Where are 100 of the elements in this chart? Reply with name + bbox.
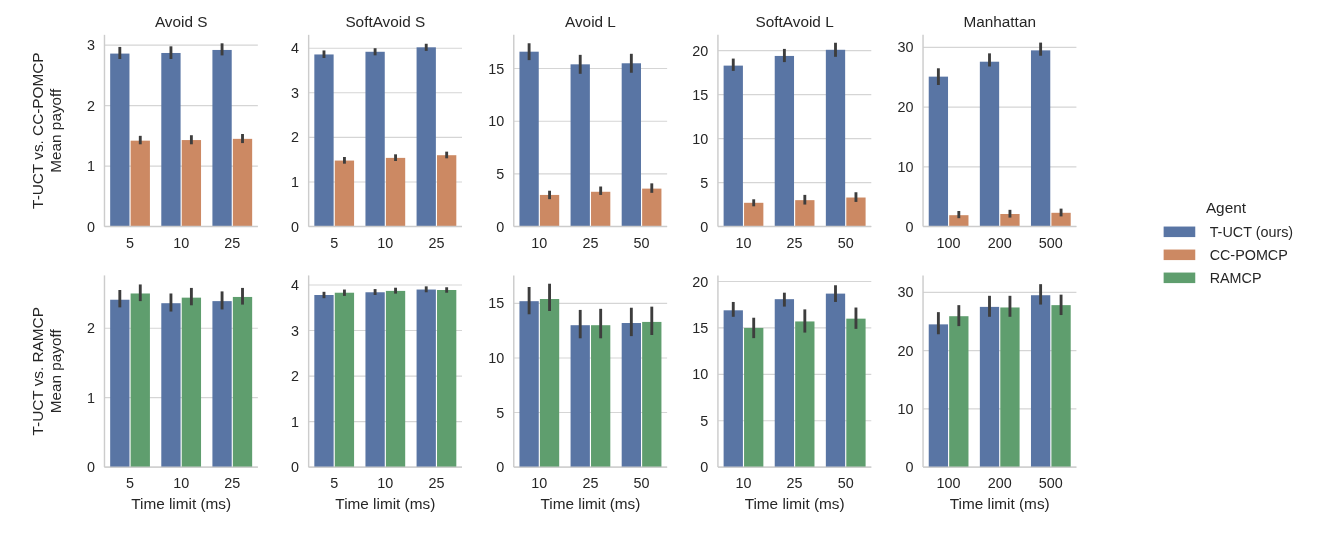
y-tick-label: 3 xyxy=(291,84,300,101)
y-tick-label: 5 xyxy=(700,174,709,191)
y-axis-title: T-UCT vs. RAMCP Mean payoff xyxy=(28,307,64,436)
bar xyxy=(130,140,150,227)
bar xyxy=(519,51,539,227)
x-axis-title: Time limit (ms) xyxy=(540,495,641,513)
y-tick-label: 0 xyxy=(86,459,95,476)
bar xyxy=(825,49,846,227)
bar xyxy=(949,316,969,468)
bar xyxy=(334,160,355,227)
y-tick-label: 3 xyxy=(86,37,95,54)
bar xyxy=(949,215,969,227)
y-tick-label: 10 xyxy=(488,113,505,130)
x-axis-title: Time limit (ms) xyxy=(949,495,1050,513)
y-tick-label: 0 xyxy=(291,459,300,476)
x-tick-label: 500 xyxy=(1038,475,1063,492)
bar xyxy=(232,138,253,227)
bar xyxy=(621,63,641,227)
bar xyxy=(795,200,815,227)
bar xyxy=(591,325,611,468)
x-tick-label: 500 xyxy=(1038,234,1063,251)
bar xyxy=(181,140,202,227)
x-tick-label: 25 xyxy=(428,234,445,251)
x-tick-label: 50 xyxy=(633,234,650,251)
y-tick-label: 15 xyxy=(692,319,709,336)
bar xyxy=(846,318,866,468)
bar xyxy=(1030,295,1051,468)
bar xyxy=(110,53,130,227)
x-tick-label: 10 xyxy=(531,234,548,251)
y-tick-label: 5 xyxy=(700,412,709,429)
y-tick-label: 2 xyxy=(86,97,95,114)
bar xyxy=(846,197,866,227)
chart-title: Avoid L xyxy=(565,13,617,31)
y-tick-label: 10 xyxy=(692,130,709,147)
bar xyxy=(570,64,590,227)
bar xyxy=(591,191,611,227)
bar xyxy=(212,49,232,227)
x-tick-label: 100 xyxy=(936,234,961,251)
y-tick-label: 10 xyxy=(897,400,914,417)
bar xyxy=(1051,305,1071,468)
y-tick-label: 20 xyxy=(897,99,914,116)
y-tick-label: 0 xyxy=(905,459,914,476)
y-tick-label: 0 xyxy=(496,218,505,235)
chart-title: Avoid S xyxy=(154,13,208,31)
y-tick-label: 0 xyxy=(291,218,300,235)
x-tick-label: 25 xyxy=(786,475,803,492)
bar xyxy=(1000,307,1020,468)
legend-label: CC-POMCP xyxy=(1209,247,1288,264)
bar xyxy=(928,76,949,227)
x-tick-label: 25 xyxy=(786,234,803,251)
y-tick-label: 20 xyxy=(692,42,709,59)
y-axis-title: T-UCT vs. CC-POMCP Mean payoff xyxy=(28,52,64,209)
legend-label: RAMCP xyxy=(1209,270,1262,287)
bar xyxy=(365,51,385,227)
bar xyxy=(539,299,560,468)
y-tick-label: 1 xyxy=(291,413,300,430)
y-tick-label: 10 xyxy=(488,349,505,366)
bar xyxy=(774,55,795,227)
x-tick-label: 5 xyxy=(330,234,339,251)
x-tick-label: 100 xyxy=(936,475,961,492)
y-tick-label: 30 xyxy=(897,39,914,56)
y-tick-label: 0 xyxy=(700,459,709,476)
bar xyxy=(744,327,764,468)
y-tick-label: 5 xyxy=(496,165,505,182)
bar xyxy=(437,155,457,227)
x-axis-title: Time limit (ms) xyxy=(335,495,436,513)
x-axis-title: Time limit (ms) xyxy=(131,495,232,513)
y-tick-label: 0 xyxy=(86,218,95,235)
x-axis-title: Time limit (ms) xyxy=(744,495,845,513)
x-tick-label: 200 xyxy=(987,234,1012,251)
chart-title: SoftAvoid S xyxy=(345,13,426,31)
y-tick-label: 1 xyxy=(291,173,300,190)
y-tick-label: 4 xyxy=(291,40,300,57)
bar xyxy=(519,301,539,468)
legend-title: Agent xyxy=(1205,199,1247,217)
y-tick-label: 2 xyxy=(291,129,300,146)
bar xyxy=(723,65,743,227)
bar xyxy=(1000,214,1020,227)
y-tick-label: 15 xyxy=(692,86,709,103)
y-tick-label: 1 xyxy=(86,158,95,175)
y-tick-label: 10 xyxy=(897,158,914,175)
y-tick-label: 5 xyxy=(496,404,505,421)
y-tick-label: 20 xyxy=(897,342,914,359)
chart-title: Manhattan xyxy=(963,13,1036,31)
chart-title: SoftAvoid L xyxy=(755,13,835,31)
y-tick-label: 3 xyxy=(291,322,300,339)
x-tick-label: 10 xyxy=(531,475,548,492)
x-tick-label: 25 xyxy=(224,475,241,492)
x-tick-label: 5 xyxy=(126,234,135,251)
x-tick-label: 50 xyxy=(837,475,854,492)
bar xyxy=(642,188,662,227)
x-tick-label: 10 xyxy=(377,234,394,251)
x-tick-label: 50 xyxy=(837,234,854,251)
legend-label: T-UCT (ours) xyxy=(1209,224,1294,241)
x-tick-label: 200 xyxy=(987,475,1012,492)
bar xyxy=(1030,50,1051,227)
y-tick-label: 0 xyxy=(496,459,505,476)
y-tick-label: 0 xyxy=(905,218,914,235)
bar xyxy=(642,321,662,468)
y-tick-label: 2 xyxy=(86,320,95,337)
